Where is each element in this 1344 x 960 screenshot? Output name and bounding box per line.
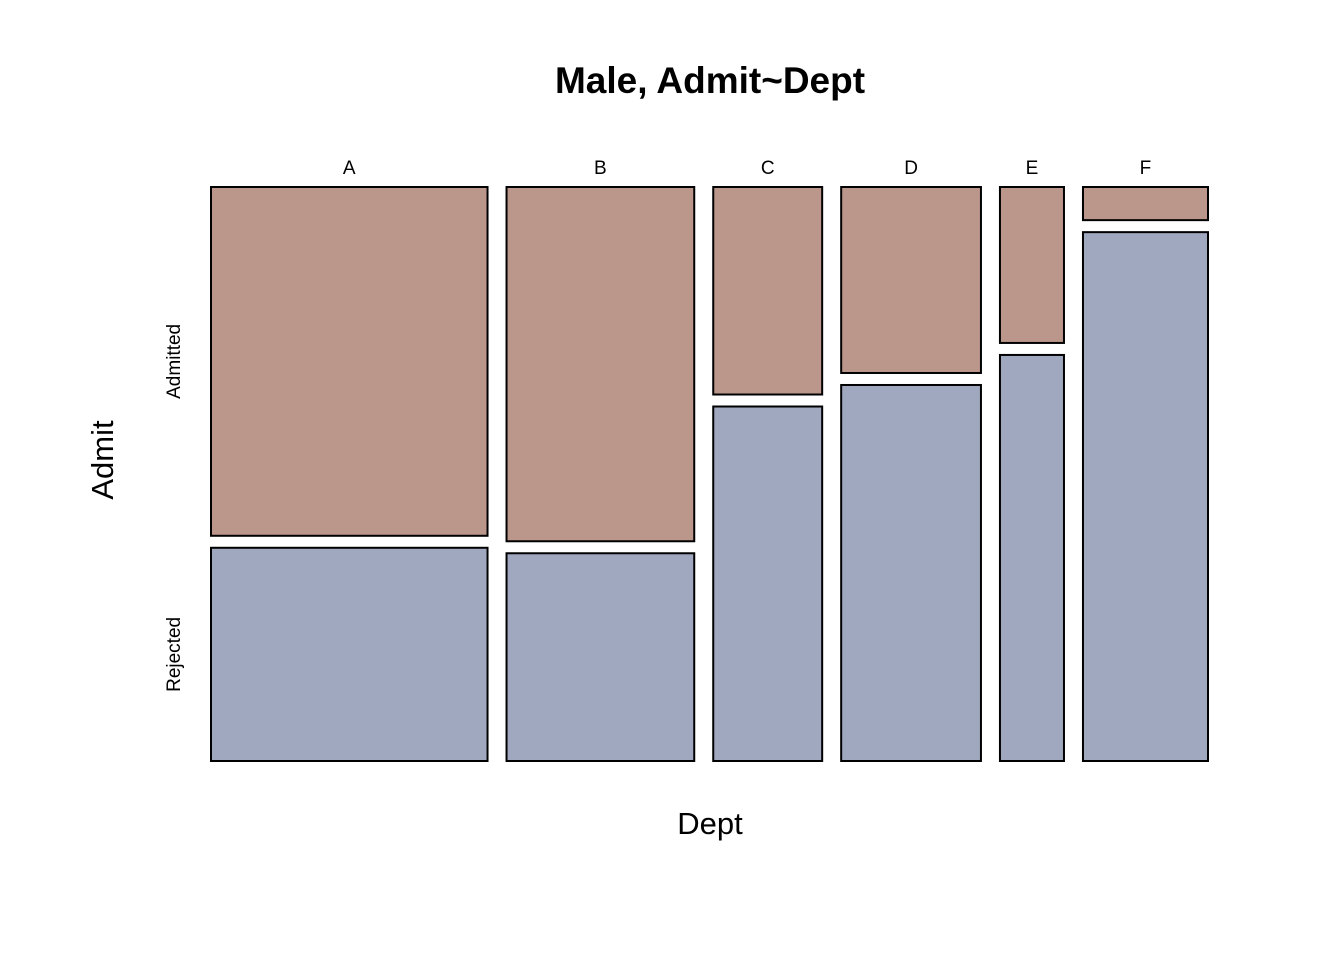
tile-b-rejected [505, 552, 696, 763]
y-axis-title: Admit [85, 420, 120, 500]
tile-a-rejected [210, 546, 489, 762]
x-tick-a: A [343, 158, 356, 179]
tile-f-admitted [1081, 186, 1210, 222]
tile-f-rejected [1081, 231, 1210, 762]
tile-e-rejected [998, 353, 1065, 762]
x-tick-f: F [1140, 158, 1152, 179]
x-tick-labels: A B C D E F [343, 158, 1151, 179]
tile-c-admitted [712, 186, 824, 396]
mosaic-tiles [210, 186, 1210, 763]
y-tick-rejected: Rejected [164, 617, 185, 692]
tile-d-rejected [840, 383, 982, 762]
tile-b-admitted [505, 186, 696, 543]
chart-title: Male, Admit~Dept [555, 60, 865, 101]
tile-a-admitted [210, 186, 489, 537]
tile-d-admitted [840, 186, 982, 374]
x-axis-title: Dept [677, 806, 743, 841]
tile-e-admitted [998, 186, 1065, 344]
y-tick-labels: Admitted Rejected [164, 324, 185, 692]
x-tick-d: D [904, 158, 918, 179]
y-tick-admitted: Admitted [164, 324, 185, 399]
x-tick-b: B [594, 158, 607, 179]
x-tick-c: C [761, 158, 775, 179]
tile-c-rejected [712, 405, 824, 762]
x-tick-e: E [1026, 158, 1039, 179]
